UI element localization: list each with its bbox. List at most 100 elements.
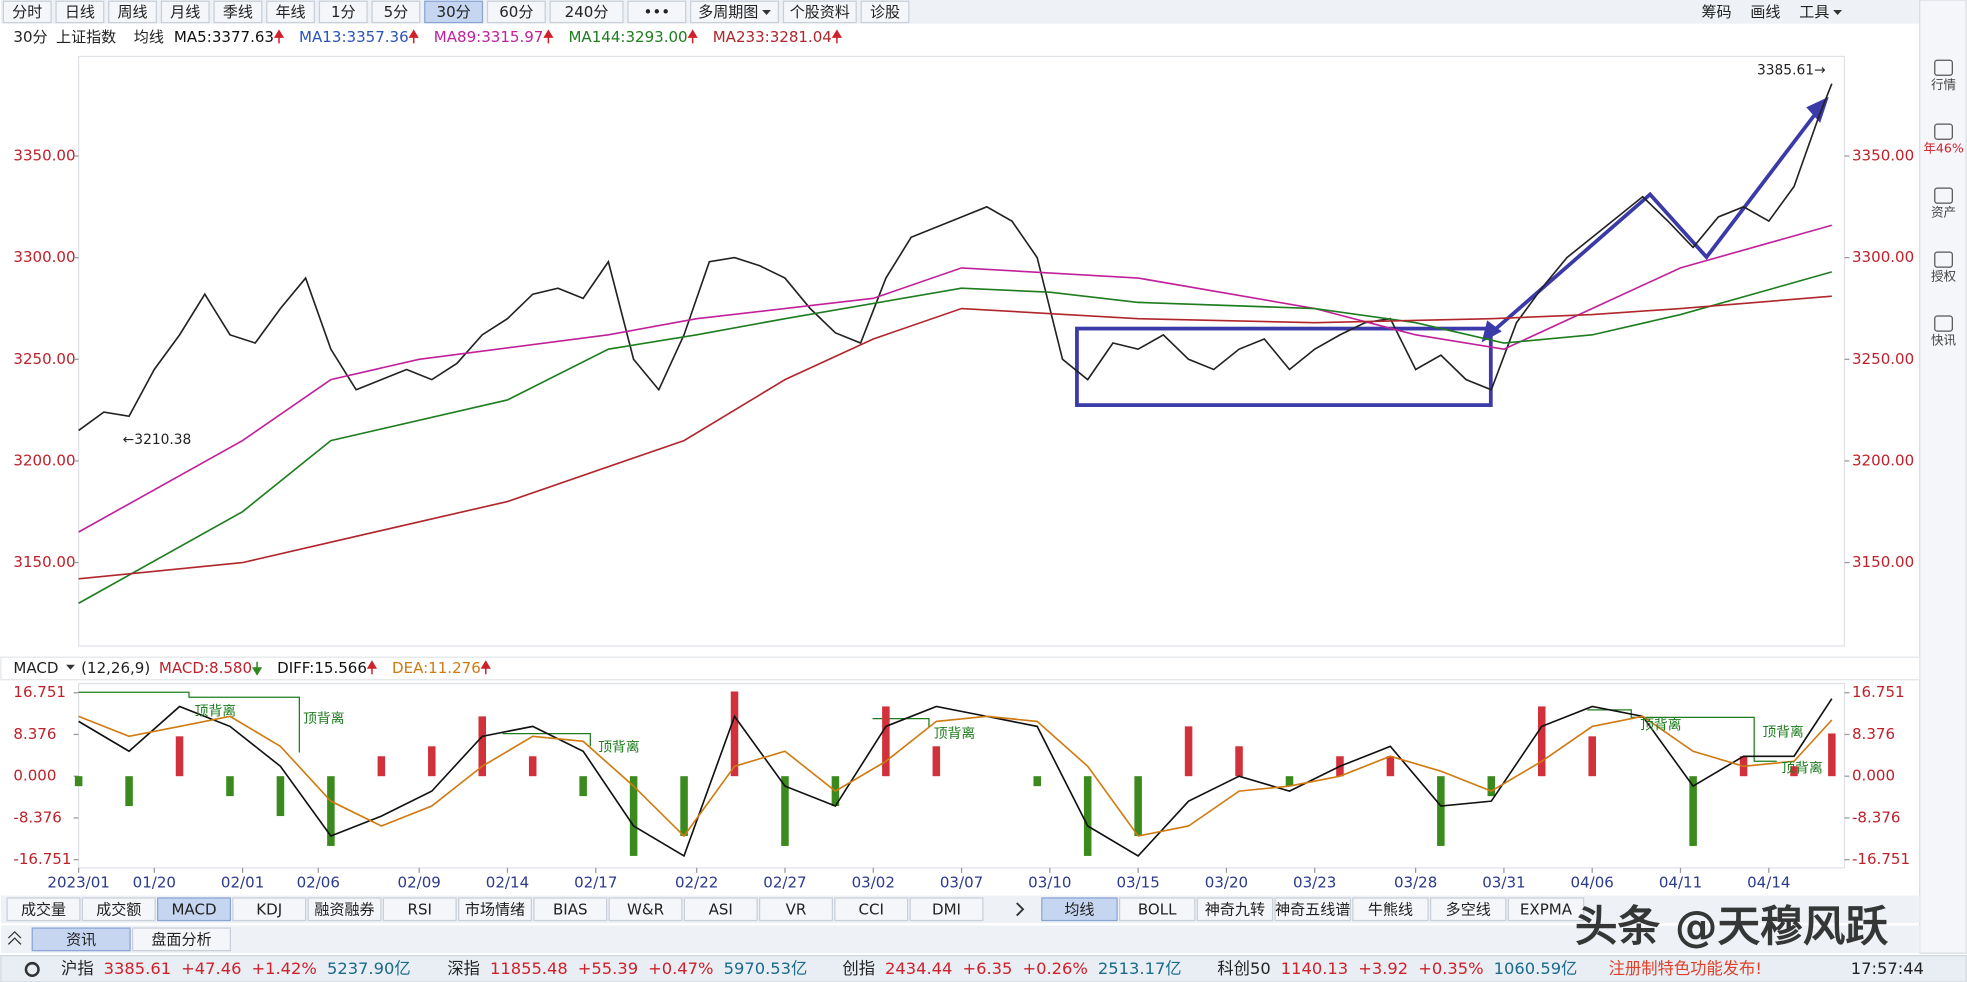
sidebar-icon[interactable] [1934, 187, 1953, 204]
indicator-tab[interactable] [909, 897, 984, 922]
toolbar-button-label[interactable]: 1分 [331, 3, 356, 21]
toolbar-button[interactable] [690, 0, 780, 24]
overlay-tab-label[interactable]: BOLL [1138, 900, 1177, 918]
indicator-tab[interactable] [759, 897, 834, 922]
sidebar-label[interactable]: 年46% [1923, 141, 1963, 156]
annotation: 顶背离 [1781, 760, 1822, 777]
overlay-tab-label[interactable]: 均线 [1064, 900, 1094, 918]
sidebar-label[interactable]: 授权 [1931, 269, 1957, 284]
overlay-tab-label[interactable]: 牛熊线 [1368, 900, 1413, 918]
toolbar-button-label[interactable]: 多周期图 [698, 3, 758, 21]
toolbar-button-label[interactable]: 个股资料 [790, 3, 850, 21]
y-tick-label: 0.000 [13, 767, 56, 785]
toolbar-button-label[interactable]: 诊股 [870, 3, 900, 21]
toolbar-button-label[interactable]: 年线 [276, 3, 306, 21]
sidebar-label[interactable]: 资产 [1931, 205, 1956, 220]
sidebar-icon[interactable] [1934, 59, 1953, 76]
toolbar-button[interactable] [55, 0, 105, 24]
indicator-tab[interactable] [81, 897, 156, 922]
toolbar-button[interactable] [371, 0, 421, 24]
toolbar-button-label[interactable]: 240分 [565, 3, 609, 21]
toolbar-button[interactable] [782, 0, 857, 24]
sidebar-label[interactable]: 行情 [1931, 77, 1956, 92]
toolbar-button[interactable] [318, 0, 368, 24]
toolbar-button-label[interactable]: 30分 [437, 3, 471, 21]
indicator-tab[interactable] [458, 897, 533, 922]
toolbar-button[interactable] [213, 0, 263, 24]
indicator-tab[interactable] [157, 897, 232, 922]
overlay-tab[interactable] [1274, 897, 1351, 922]
overlay-tab-label[interactable]: 神奇九转 [1205, 900, 1265, 918]
toolbar-button-label[interactable]: 周线 [118, 3, 148, 21]
overlay-tab-label[interactable]: EXPMA [1520, 900, 1573, 918]
indicator-tab[interactable] [232, 897, 307, 922]
macd-bar [377, 756, 386, 777]
indicator-tab-label[interactable]: BIAS [553, 900, 588, 918]
toolbar-button[interactable] [2, 0, 52, 24]
toolbar-button[interactable] [549, 0, 624, 24]
toolbar-button[interactable] [424, 0, 484, 24]
overlay-tab[interactable] [1507, 897, 1585, 922]
y-tick-label-right: 3150.00 [1852, 553, 1914, 571]
collapse-icon[interactable] [7, 930, 22, 945]
info-tab-label[interactable]: 资讯 [66, 930, 96, 948]
indicator-tab-label[interactable]: VR [786, 900, 807, 918]
indicator-tab[interactable] [6, 897, 81, 922]
sidebar-label[interactable]: 快讯 [1931, 333, 1957, 348]
toolbar-button[interactable] [160, 0, 210, 24]
toolbar-button[interactable] [627, 0, 687, 24]
indicator-tab-label[interactable]: ASI [709, 900, 733, 918]
indicator-tab[interactable] [307, 897, 382, 922]
indicator-tab-label[interactable]: KDJ [256, 900, 282, 918]
info-tab[interactable] [131, 927, 232, 952]
index-name[interactable]: 深指 [447, 959, 480, 978]
indicator-tab[interactable] [382, 897, 457, 922]
toolbar-button[interactable] [860, 0, 910, 24]
settings-icon[interactable] [24, 961, 40, 977]
toolbar-button-label[interactable]: 5分 [384, 3, 409, 21]
toolbar-button[interactable] [108, 0, 158, 24]
overlay-tab[interactable] [1041, 897, 1118, 922]
overlay-tab[interactable] [1429, 897, 1507, 922]
overlay-tab[interactable] [1118, 897, 1196, 922]
toolbar-button-label[interactable]: 60分 [499, 3, 533, 21]
toolbar-button-label[interactable]: 分时 [12, 3, 42, 21]
toolbar-button-label[interactable]: 日线 [65, 3, 95, 21]
sidebar-icon[interactable] [1934, 315, 1953, 332]
toolbar-tool[interactable]: 工具 [1799, 3, 1829, 21]
indicator-tab-label[interactable]: 市场情绪 [465, 900, 525, 918]
toolbar-button[interactable] [266, 0, 316, 24]
indicator-name[interactable]: MACD [13, 659, 58, 677]
toolbar-button-label[interactable]: 季线 [223, 3, 253, 21]
toolbar-button-label[interactable]: 月线 [170, 3, 200, 21]
sidebar-icon[interactable] [1934, 251, 1953, 268]
overlay-tab-label[interactable]: 神奇五线谱 [1275, 900, 1350, 918]
info-tab-label[interactable]: 盘面分析 [151, 930, 211, 948]
index-name[interactable]: 沪指 [61, 959, 94, 978]
indicator-tab[interactable] [608, 897, 683, 922]
index-name[interactable]: 科创50 [1217, 959, 1270, 978]
toolbar-tool[interactable]: 画线 [1750, 3, 1780, 21]
toolbar-button-label[interactable]: ••• [643, 3, 670, 21]
indicator-tab-label[interactable]: 成交额 [96, 900, 141, 918]
toolbar-tool[interactable]: 筹码 [1702, 3, 1732, 21]
sidebar-icon[interactable] [1934, 123, 1953, 140]
indicator-tab-label[interactable]: RSI [408, 900, 432, 918]
toolbar-button[interactable] [486, 0, 546, 24]
overlay-tab-label[interactable]: 多空线 [1446, 900, 1491, 918]
indicator-tab-label[interactable]: MACD [171, 900, 216, 918]
indicator-tab-label[interactable]: 成交量 [21, 900, 66, 918]
indicator-tab-label[interactable]: 融资融券 [314, 900, 374, 918]
tab-scroll[interactable] [1016, 902, 1025, 917]
indicator-tab-label[interactable]: DMI [932, 900, 961, 918]
index-name[interactable]: 创指 [842, 959, 875, 978]
indicator-tab-label[interactable]: CCI [859, 900, 884, 918]
indicator-tab[interactable] [683, 897, 758, 922]
notice[interactable]: 注册制特色功能发布! [1609, 959, 1762, 978]
overlay-tab[interactable] [1196, 897, 1274, 922]
overlay-tab[interactable] [1352, 897, 1429, 922]
indicator-tab[interactable] [834, 897, 909, 922]
info-tab[interactable] [31, 927, 131, 952]
indicator-tab-label[interactable]: W&R [627, 900, 665, 918]
indicator-tab[interactable] [533, 897, 608, 922]
